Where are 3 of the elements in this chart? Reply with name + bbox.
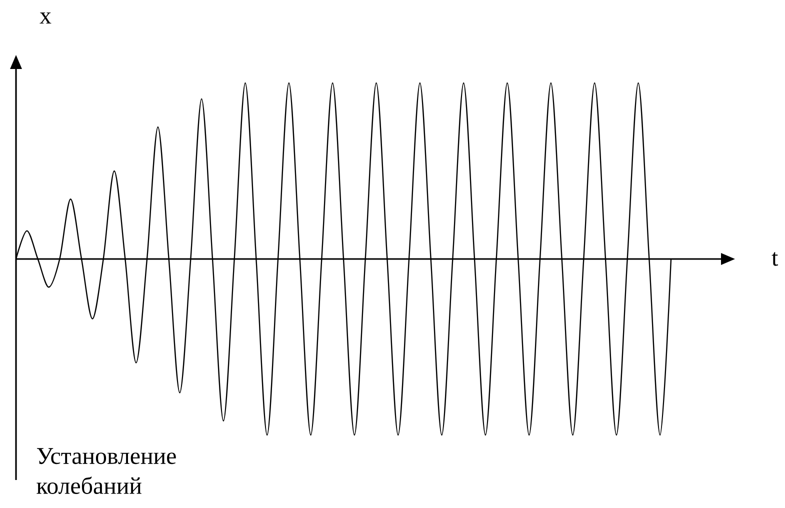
y-axis-title: x: [40, 12, 52, 24]
x-axis-title: t: [772, 252, 778, 266]
text: Установление колебаний: [36, 448, 176, 494]
